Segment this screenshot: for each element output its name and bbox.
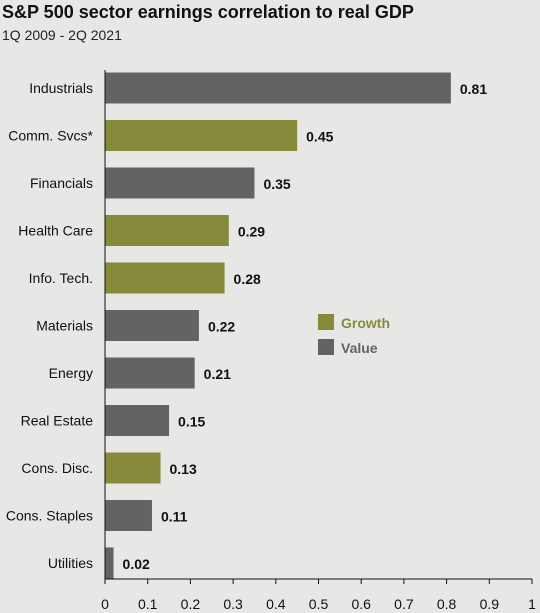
x-tick-label: 0.6 — [351, 596, 371, 612]
category-label-utilities: Utilities — [48, 555, 93, 571]
bar-cons-staples — [105, 500, 152, 531]
bar-real-estate — [105, 405, 170, 436]
category-label-real-estate: Real Estate — [21, 413, 94, 429]
x-tick-label: 0.5 — [309, 596, 329, 612]
bar-materials — [105, 310, 199, 341]
legend-label-growth: Growth — [341, 315, 390, 331]
x-tick-label: 0.7 — [394, 596, 414, 612]
x-tick-label: 1 — [528, 596, 536, 612]
category-label-financials: Financials — [30, 175, 93, 191]
value-label-utilities: 0.02 — [123, 556, 150, 572]
bar-info-tech — [105, 262, 225, 294]
bars-group: Industrials 0.81 Comm. Svcs* 0.45 Financials… — [6, 72, 487, 579]
bar-health-care — [105, 215, 229, 246]
category-label-cons-staples: Cons. Staples — [6, 508, 93, 524]
value-label-cons-staples: 0.11 — [161, 509, 188, 525]
category-label-industrials: Industrials — [29, 80, 93, 96]
chart-subtitle: 1Q 2009 - 2Q 2021 — [2, 27, 122, 43]
value-label-health-care: 0.29 — [238, 224, 265, 240]
bar-financials — [105, 167, 255, 199]
category-label-cons-disc: Cons. Disc. — [21, 460, 93, 476]
value-label-energy: 0.21 — [204, 366, 231, 382]
legend-swatch-growth — [318, 314, 334, 330]
value-label-materials: 0.22 — [208, 319, 235, 335]
x-tick-label: 0.8 — [437, 596, 457, 612]
category-label-health-care: Health Care — [18, 223, 93, 239]
value-label-cons-disc: 0.13 — [170, 461, 197, 477]
value-label-real-estate: 0.15 — [178, 414, 205, 430]
value-label-financials: 0.35 — [263, 176, 290, 192]
category-label-energy: Energy — [49, 365, 93, 381]
bar-energy — [105, 357, 195, 389]
legend: Growth Value — [318, 314, 390, 356]
x-tick-label: 0.2 — [181, 596, 201, 612]
value-label-comm-svcs: 0.45 — [306, 129, 333, 145]
bar-industrials — [105, 72, 451, 104]
value-label-info-tech: 0.28 — [234, 271, 261, 287]
category-label-comm-svcs: Comm. Svcs* — [8, 128, 93, 144]
x-tick-label: 0 — [101, 596, 109, 612]
bar-cons-disc — [105, 452, 161, 484]
x-tick-label: 0.9 — [480, 596, 500, 612]
bar-utilities — [105, 547, 114, 579]
category-label-info-tech: Info. Tech. — [29, 270, 93, 286]
x-tick-label: 0.1 — [138, 596, 158, 612]
x-axis: 0 0.1 0.2 0.3 0.4 0.5 0.6 0.7 0.8 0.9 1 — [101, 70, 536, 612]
value-label-industrials: 0.81 — [460, 81, 487, 97]
x-tick-label: 0.3 — [223, 596, 243, 612]
legend-label-value: Value — [341, 340, 378, 356]
legend-swatch-value — [318, 339, 334, 355]
x-tick-label: 0.4 — [266, 596, 286, 612]
category-label-materials: Materials — [36, 318, 93, 334]
bar-comm-svcs — [105, 120, 298, 151]
chart-title: S&P 500 sector earnings correlation to r… — [2, 2, 414, 22]
